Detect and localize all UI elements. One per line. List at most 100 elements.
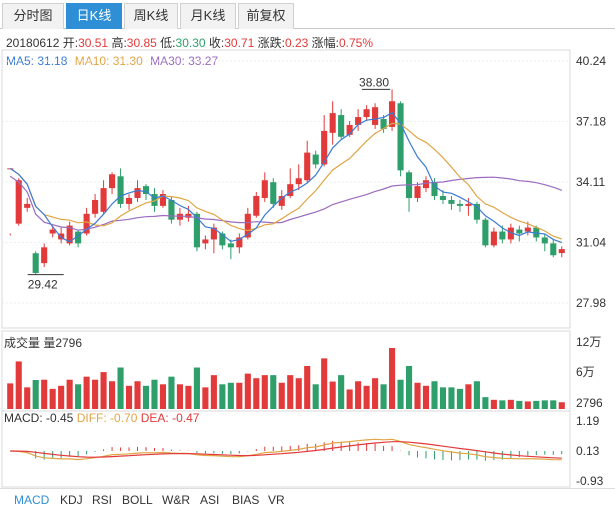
volume-bar xyxy=(75,384,82,409)
candle xyxy=(482,219,489,246)
candle xyxy=(24,203,31,208)
volume-bar xyxy=(541,400,548,409)
volume-bar xyxy=(219,384,226,409)
volume-bar xyxy=(66,379,73,409)
candle xyxy=(304,152,311,181)
candle xyxy=(465,203,472,206)
candle xyxy=(109,174,116,189)
candle xyxy=(261,180,268,198)
volume-bar xyxy=(473,381,480,409)
volume-bar xyxy=(227,382,234,409)
candle xyxy=(75,231,82,244)
candle xyxy=(541,237,548,244)
candle xyxy=(363,109,370,118)
dea-line xyxy=(10,441,562,459)
volume-bar xyxy=(41,379,48,409)
volume-bar xyxy=(7,383,14,409)
volume-bar xyxy=(431,381,438,409)
volume-bar xyxy=(550,400,557,409)
candle xyxy=(516,229,523,234)
candle xyxy=(117,176,124,204)
candle xyxy=(431,182,438,197)
volume-bar xyxy=(499,400,506,409)
candle xyxy=(142,186,150,195)
info-close-label: 收: xyxy=(208,36,225,50)
volume-bar xyxy=(439,387,447,409)
indicator-tab-asi[interactable]: ASI xyxy=(200,493,220,507)
indicator-tab-bias[interactable]: BIAS xyxy=(232,493,260,507)
macd-legend: MACD: -0.45 DIFF: -0.70 DEA: -0.47 xyxy=(4,411,199,425)
ma10-line xyxy=(9,122,562,240)
indicator-tab-boll[interactable]: BOLL xyxy=(122,493,153,507)
candle xyxy=(499,231,506,240)
dea-value: DEA: -0.47 xyxy=(140,411,200,425)
volume-bar xyxy=(58,385,65,409)
candle xyxy=(134,188,141,198)
ma-legend: MA5: 31.18 MA10: 31.30 MA30: 33.27 xyxy=(6,54,218,68)
candle xyxy=(439,196,447,200)
volume-bar xyxy=(533,400,540,409)
candle xyxy=(49,229,56,234)
volume-tick-label: 6万 xyxy=(576,365,595,379)
volume-bar xyxy=(456,388,463,409)
candle xyxy=(338,115,345,137)
volume-bar xyxy=(202,387,209,409)
volume-bar xyxy=(329,381,336,409)
candle xyxy=(100,188,107,212)
indicator-tab-wr[interactable]: W&R xyxy=(162,493,190,507)
period-tabs: 分时图 日K线 周K线 月K线 前复权 xyxy=(0,0,615,29)
candle xyxy=(244,213,251,238)
macd-tick-label: 1.19 xyxy=(576,414,600,428)
volume-bar xyxy=(24,387,31,409)
volume-bar xyxy=(380,384,387,409)
volume-bar xyxy=(287,375,294,409)
candle xyxy=(507,227,514,240)
info-low: 30.30 xyxy=(175,36,206,50)
candle xyxy=(389,101,396,127)
volume-bar xyxy=(372,378,379,409)
candle xyxy=(92,199,99,214)
candle xyxy=(168,199,175,220)
low-annotation: 29.42 xyxy=(28,278,58,292)
candle xyxy=(202,239,209,244)
indicator-tab-kdj[interactable]: KDJ xyxy=(60,493,83,507)
candle xyxy=(380,119,387,129)
candle xyxy=(456,203,463,206)
price-tick-label: 31.04 xyxy=(576,236,606,250)
info-open: 30.51 xyxy=(78,36,109,50)
tab-0[interactable]: 分时图 xyxy=(2,3,64,29)
candle xyxy=(448,199,455,204)
candle xyxy=(355,117,362,125)
info-pct: 0.75% xyxy=(339,36,374,50)
tab-1[interactable]: 日K线 xyxy=(66,3,122,29)
volume-bar xyxy=(321,358,328,409)
volume-bar xyxy=(558,402,565,409)
volume-bar xyxy=(125,385,133,409)
volume-bar xyxy=(92,379,99,409)
volume-bar xyxy=(236,382,243,409)
volume-label: 成交量 量2796 xyxy=(4,336,83,350)
kline-chart[interactable]: 40.24 37.18 34.11 31.04 27.98 38.80 29.42 12万 6万… xyxy=(0,29,615,488)
tab-2[interactable]: 周K线 xyxy=(124,3,178,29)
indicator-tab-rsi[interactable]: RSI xyxy=(92,493,113,507)
macd-frame xyxy=(1,410,571,488)
candle xyxy=(236,237,243,248)
volume-bar xyxy=(15,361,22,409)
volume-bar xyxy=(134,381,141,409)
tab-4[interactable]: 前复权 xyxy=(238,3,294,29)
volume-bar xyxy=(338,375,345,409)
candle xyxy=(397,103,404,171)
candle xyxy=(253,196,260,216)
candle xyxy=(558,249,565,254)
indicator-tab-macd[interactable]: MACD xyxy=(14,493,50,507)
kline-frame xyxy=(1,49,571,329)
volume-bar xyxy=(261,375,268,409)
volume-bar xyxy=(465,384,472,409)
volume-bar xyxy=(397,379,404,409)
volume-bar xyxy=(482,397,489,409)
volume-bar xyxy=(83,376,90,409)
volume-bar xyxy=(389,348,396,409)
price-tick-label: 37.18 xyxy=(576,114,606,128)
indicator-tab-vr[interactable]: VR xyxy=(268,493,285,507)
tab-3[interactable]: 月K线 xyxy=(180,3,236,29)
